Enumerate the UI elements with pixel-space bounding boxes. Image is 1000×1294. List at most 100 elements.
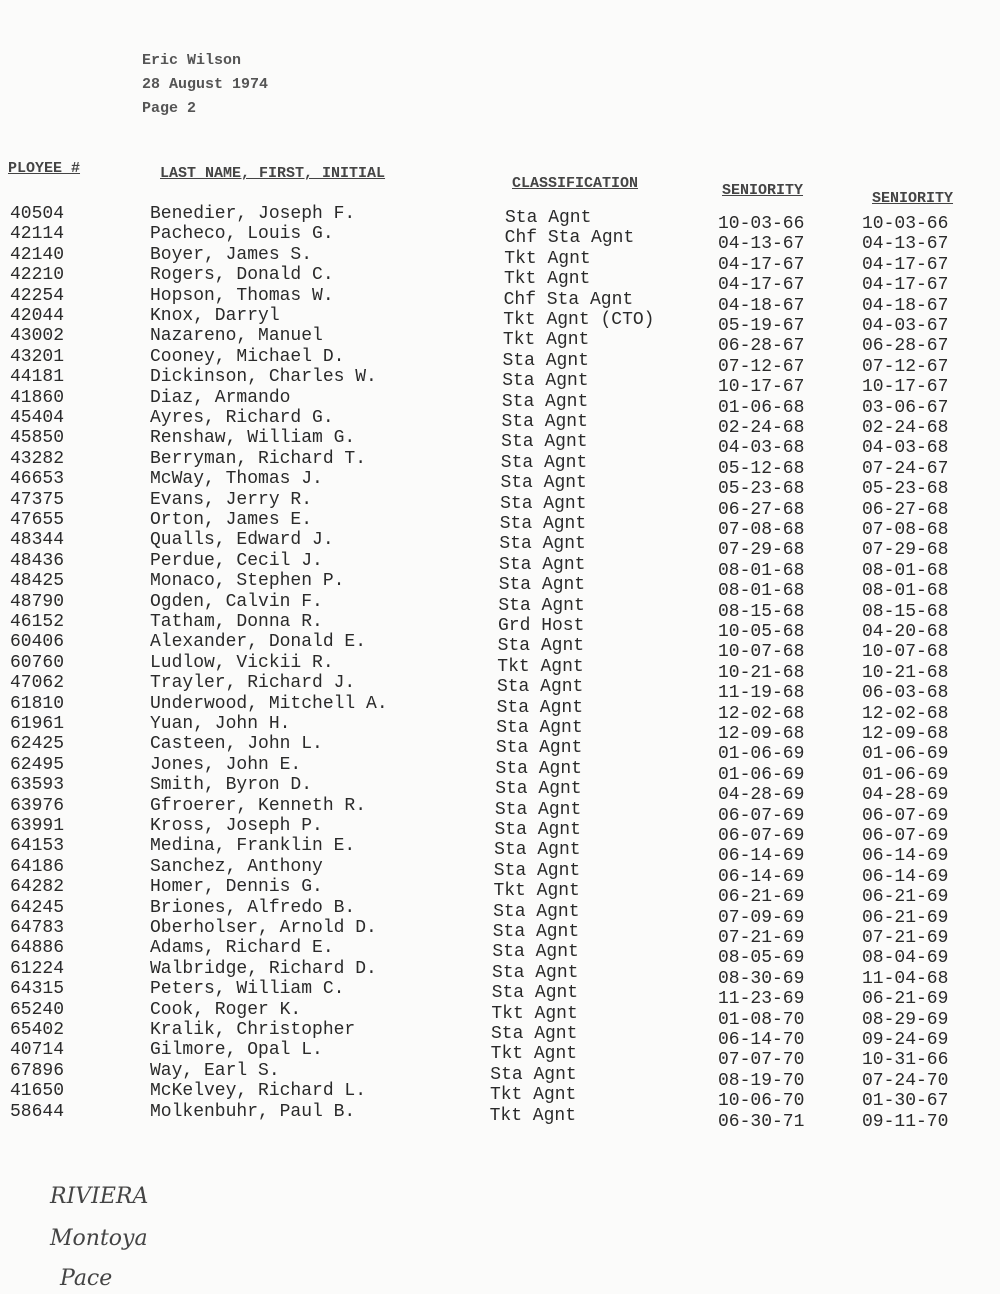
classification: Sta Agnt [491, 983, 579, 1004]
classification: Sta Agnt [501, 412, 588, 432]
company-seniority-date: 10-17-67 [862, 377, 949, 398]
employee-name: Casteen, John L. [150, 734, 323, 755]
classification: Sta Agnt [498, 575, 586, 596]
column-header: SENIORITY [872, 190, 954, 207]
employee-number: 48344 [10, 530, 65, 551]
classification: Sta Agnt [490, 1064, 577, 1085]
seniority-date: 04-17-67 [718, 275, 805, 296]
classification: Sta Agnt [500, 493, 587, 514]
employee-name: Yuan, John H. [150, 714, 291, 734]
employee-number: 46152 [10, 612, 65, 632]
employee-name: Knox, Darryl [150, 306, 280, 326]
seniority-date: 02-24-68 [718, 418, 805, 438]
classification: Sta Agnt [498, 595, 585, 616]
employee-name: Ludlow, Vickii R. [150, 652, 334, 673]
company-seniority-date: 04-13-67 [862, 234, 949, 255]
employee-number: 61810 [10, 693, 65, 714]
seniority-date: 05-12-68 [718, 458, 805, 479]
company-seniority-date: 04-03-67 [862, 316, 949, 336]
classification: Tkt Agnt [504, 248, 591, 269]
employee-number: 64315 [10, 979, 65, 1000]
classification: Sta Agnt [499, 554, 586, 575]
classification: Sta Agnt [502, 350, 589, 371]
company-seniority-date: 08-15-68 [862, 601, 949, 622]
seniority-date: 11-19-68 [718, 683, 805, 704]
employee-name: Boyer, James S. [150, 244, 313, 265]
classification: Sta Agnt [499, 534, 586, 555]
company-seniority-date: 06-28-67 [862, 336, 949, 357]
employee-name: Medina, Franklin E. [150, 836, 356, 857]
employee-name: Benedier, Joseph F. [150, 204, 356, 224]
column-header: CLASSIFICATION [512, 175, 639, 192]
employee-name: Evans, Jerry R. [150, 489, 313, 510]
classification: Sta Agnt [501, 391, 589, 412]
classification: Sta Agnt [494, 820, 581, 840]
employee-number: 40504 [10, 204, 65, 224]
employee-number: 61961 [10, 714, 65, 734]
employee-name: Tatham, Donna R. [150, 612, 323, 632]
employee-number: 43282 [10, 448, 65, 469]
employee-name: Way, Earl S. [150, 1060, 280, 1081]
employee-name: Monaco, Stephen P. [150, 571, 345, 592]
classification: Sta Agnt [493, 901, 580, 922]
classification: Sta Agnt [494, 799, 582, 820]
employee-name: Cooney, Michael D. [150, 346, 345, 367]
employee-name: Perdue, Cecil J. [150, 550, 323, 571]
company-seniority-date: 08-01-68 [862, 581, 949, 602]
seniority-date: 04-18-67 [718, 295, 805, 316]
company-seniority-date: 06-07-69 [862, 826, 949, 846]
seniority-date: 08-15-68 [718, 601, 805, 622]
employee-number: 41650 [10, 1081, 65, 1102]
seniority-date: 04-03-68 [718, 438, 805, 459]
seniority-date: 07-29-68 [718, 540, 805, 561]
classification: Sta Agnt [500, 452, 588, 473]
company-seniority-date: 06-14-69 [862, 846, 949, 867]
seniority-date: 01-06-69 [718, 744, 805, 765]
employee-name: Hopson, Thomas W. [150, 285, 334, 306]
seniority-date: 06-14-69 [718, 846, 805, 867]
classification: Sta Agnt [501, 432, 588, 453]
classification: Sta Agnt [492, 962, 579, 983]
employee-number: 64282 [10, 877, 65, 898]
employee-number: 43201 [10, 346, 65, 367]
employee-name: Ogden, Calvin F. [150, 591, 323, 612]
employee-number: 48436 [10, 550, 65, 571]
employee-name: Kralik, Christopher [150, 1020, 356, 1040]
company-seniority-date: 04-17-67 [862, 254, 949, 275]
employee-number: 63976 [10, 795, 65, 816]
employee-name: Walbridge, Richard D. [150, 958, 377, 979]
company-seniority-date: 10-21-68 [862, 662, 949, 683]
seniority-date: 11-23-69 [718, 989, 805, 1010]
company-seniority-date: 08-29-69 [862, 1009, 949, 1030]
seniority-date: 10-17-67 [718, 377, 805, 398]
classification: Sta Agnt [494, 840, 581, 861]
employee-name: Rogers, Donald C. [150, 265, 334, 286]
employee-number: 60406 [10, 632, 65, 653]
company-seniority-date: 04-17-67 [862, 275, 949, 296]
seniority-date: 10-05-68 [718, 622, 805, 642]
classification: Sta Agnt [496, 697, 584, 718]
header-date: 28 August 1974 [142, 76, 269, 93]
employee-number: 42044 [10, 306, 65, 326]
classification: Sta Agnt [499, 514, 587, 534]
classification: Tkt Agnt [490, 1044, 578, 1065]
employee-name: Peters, William C. [150, 979, 345, 1000]
seniority-date: 07-09-69 [718, 907, 805, 928]
employee-number: 45850 [10, 428, 65, 449]
employee-name: Renshaw, William G. [150, 428, 356, 449]
employee-name: Molkenbuhr, Paul B. [150, 1101, 356, 1122]
employee-name: Diaz, Armando [150, 387, 291, 408]
company-seniority-date: 10-07-68 [862, 642, 949, 663]
classification: Sta Agnt [497, 636, 585, 657]
employee-number: 46653 [10, 469, 65, 490]
seniority-date: 06-07-69 [718, 805, 805, 826]
company-seniority-date: 06-21-69 [862, 887, 949, 908]
employee-name: Pacheco, Louis G. [150, 224, 334, 245]
employee-name: McKelvey, Richard L. [150, 1081, 367, 1102]
company-seniority-date: 06-14-69 [862, 866, 949, 887]
employee-name: Nazareno, Manuel [150, 326, 323, 347]
company-seniority-date: 06-21-69 [862, 907, 949, 928]
company-seniority-date: 12-02-68 [862, 703, 949, 724]
classification: Chf Sta Agnt [504, 228, 635, 249]
company-seniority-date: 01-06-69 [862, 764, 949, 785]
